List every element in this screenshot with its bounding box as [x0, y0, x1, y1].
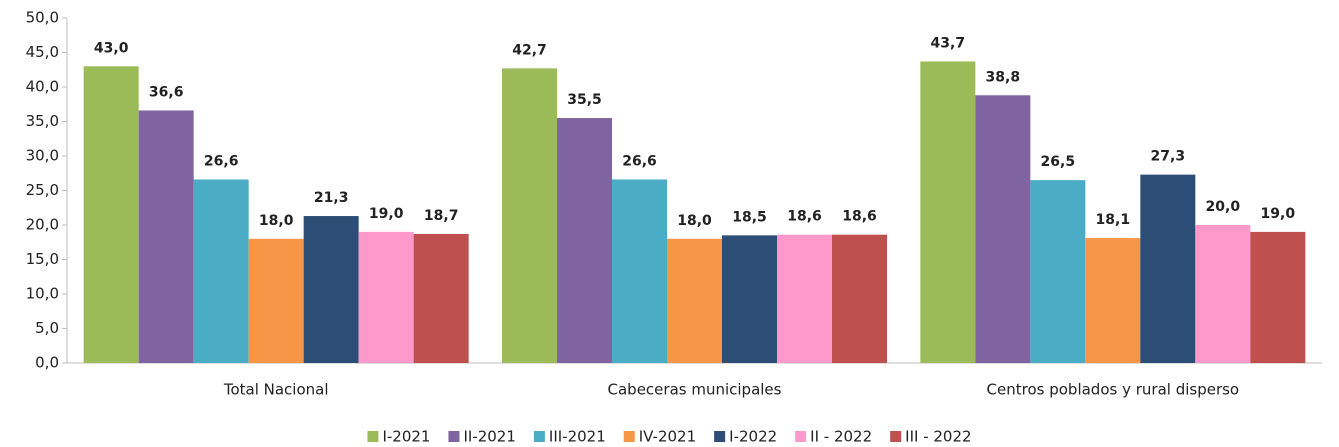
- bar: [832, 234, 887, 363]
- value-label: 20,0: [1206, 199, 1241, 215]
- bar: [557, 118, 612, 363]
- value-label: 36,6: [149, 84, 184, 100]
- y-tick-label: 15,0: [26, 250, 59, 268]
- bar: [502, 68, 557, 364]
- value-label: 18,5: [732, 209, 767, 225]
- y-tick-label: 5,0: [35, 319, 59, 337]
- bar: [303, 216, 359, 363]
- legend-label: I-2022: [729, 428, 777, 446]
- legend-swatch: [367, 431, 379, 442]
- bar: [777, 234, 832, 363]
- y-tick-label: 30,0: [26, 147, 59, 165]
- value-label: 35,5: [567, 92, 602, 108]
- bar: [413, 233, 469, 363]
- legend-label: IV-2021: [639, 428, 696, 446]
- value-label: 26,6: [622, 153, 657, 169]
- bar: [612, 179, 667, 363]
- value-label: 18,1: [1096, 212, 1131, 228]
- value-label: 26,6: [204, 153, 239, 169]
- legend-swatch: [890, 431, 902, 442]
- legend-label: II-2021: [463, 428, 515, 446]
- value-label: 18,6: [787, 209, 822, 225]
- y-tick-label: 35,0: [26, 112, 59, 130]
- legend-swatch: [533, 431, 545, 442]
- y-tick-label: 50,0: [26, 9, 59, 27]
- x-tick-label: Total Nacional: [223, 381, 329, 399]
- bar: [975, 95, 1031, 363]
- bar: [1085, 238, 1141, 363]
- bar: [193, 179, 249, 363]
- bar: [138, 110, 194, 364]
- bar: [1250, 231, 1306, 363]
- legend-label: II - 2022: [810, 428, 872, 446]
- value-label: 26,5: [1041, 154, 1076, 170]
- bar: [920, 61, 976, 363]
- x-tick-label: Cabeceras municipales: [608, 381, 782, 399]
- value-label: 18,0: [259, 213, 294, 229]
- value-label: 43,0: [94, 40, 129, 56]
- legend-swatch: [795, 431, 807, 442]
- bar: [1140, 174, 1196, 363]
- legend-swatch: [623, 431, 635, 442]
- bar: [722, 235, 777, 363]
- legend-swatch: [714, 431, 726, 442]
- value-label: 19,0: [369, 206, 404, 222]
- value-label: 19,0: [1261, 206, 1296, 222]
- y-tick-label: 10,0: [26, 285, 59, 303]
- bar: [83, 66, 139, 364]
- legend-swatch: [448, 431, 460, 442]
- legend-label: I-2021: [382, 428, 430, 446]
- bar: [248, 238, 304, 363]
- y-tick-label: 25,0: [26, 181, 59, 199]
- value-label: 18,6: [842, 209, 877, 225]
- value-label: 43,7: [931, 35, 966, 51]
- value-label: 21,3: [314, 190, 349, 206]
- x-tick-label: Centros poblados y rural disperso: [987, 381, 1240, 399]
- bar: [667, 238, 722, 363]
- value-label: 42,7: [512, 42, 547, 58]
- y-tick-label: 40,0: [26, 78, 59, 96]
- bar: [358, 231, 414, 363]
- value-label: 27,3: [1151, 149, 1186, 165]
- y-tick-label: 45,0: [26, 43, 59, 61]
- legend-label: III - 2022: [905, 428, 971, 446]
- bar: [1030, 180, 1086, 363]
- y-tick-label: 20,0: [26, 216, 59, 234]
- bar: [1195, 225, 1251, 363]
- y-tick-label: 0,0: [35, 354, 59, 372]
- legend-label: III-2021: [549, 428, 606, 446]
- value-label: 38,8: [986, 69, 1021, 85]
- value-label: 18,7: [424, 208, 459, 224]
- value-label: 18,0: [677, 213, 712, 229]
